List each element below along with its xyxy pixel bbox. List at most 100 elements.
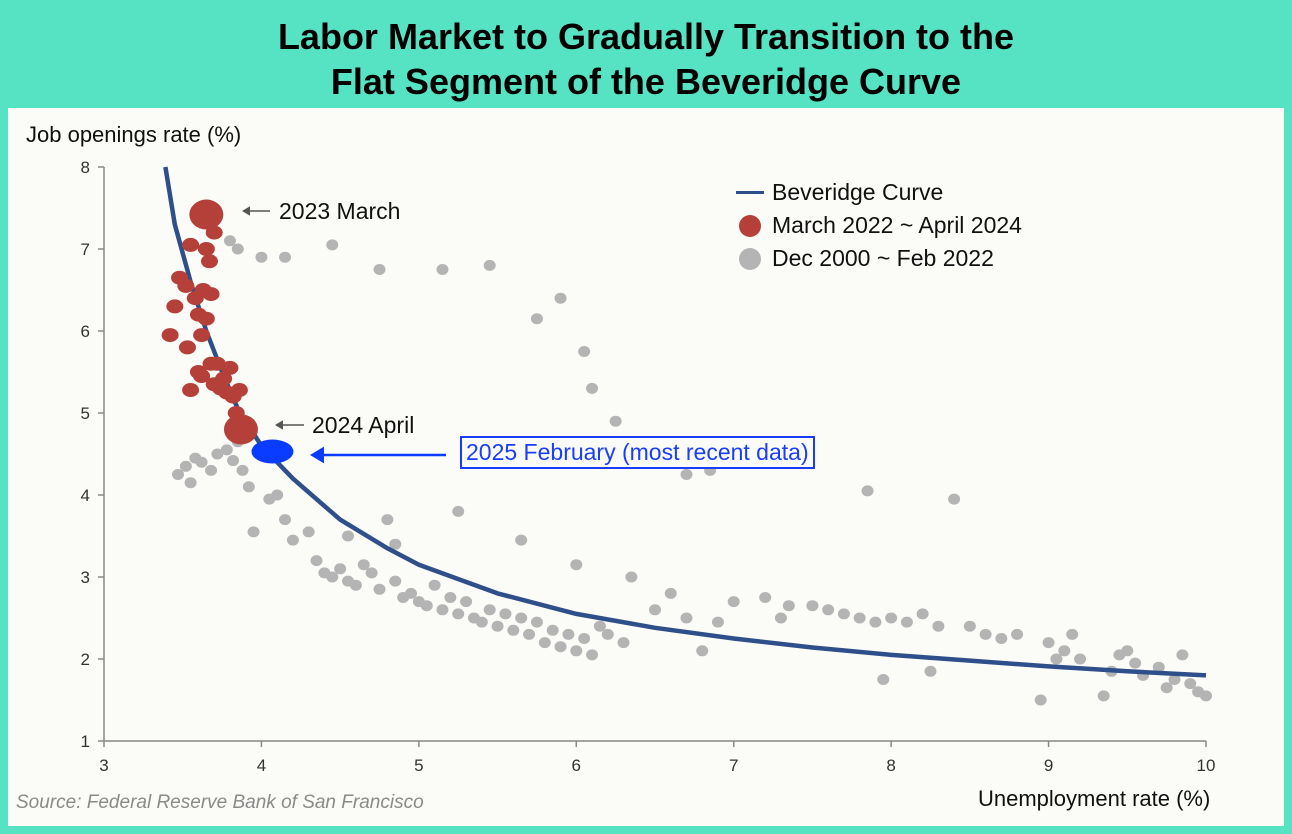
historical-point <box>444 592 457 603</box>
beveridge-curve-layer <box>163 166 1207 678</box>
historical-point <box>570 645 583 657</box>
historical-point <box>885 612 898 624</box>
historical-point <box>279 514 292 526</box>
legend-label-recent: March 2022 ~ April 2024 <box>772 212 1022 238</box>
historical-point <box>515 612 528 624</box>
title-line-2: Flat Segment of the Beveridge Curve <box>330 61 962 102</box>
historical-point <box>171 469 184 480</box>
historical-point <box>578 346 591 357</box>
x-tick-label: 6 <box>572 756 581 775</box>
recent-point <box>166 299 184 314</box>
historical-point <box>365 567 378 579</box>
historical-point <box>924 665 937 677</box>
recent-point <box>202 356 220 371</box>
historical-point <box>483 604 496 616</box>
historical-point <box>822 604 835 616</box>
annotation-2023-march: 2023 March <box>279 198 401 224</box>
historical-point <box>242 481 255 493</box>
historical-point <box>404 587 417 599</box>
historical-point <box>963 620 976 632</box>
recent-point <box>197 242 215 256</box>
historical-point <box>1176 649 1189 661</box>
historical-point <box>861 485 874 497</box>
historical-point <box>523 628 536 640</box>
historical-point <box>578 633 591 644</box>
historical-point <box>515 534 528 546</box>
historical-point <box>1074 653 1087 665</box>
point-2023-march <box>189 199 224 230</box>
historical-point <box>562 628 575 640</box>
historical-points <box>171 235 1212 706</box>
recent-point <box>197 311 215 326</box>
historical-point <box>247 526 260 538</box>
historical-point <box>586 382 599 394</box>
historical-point <box>1121 645 1134 657</box>
historical-point <box>538 637 551 649</box>
arrow-2023-march-head <box>242 206 250 216</box>
historical-point <box>1129 657 1142 669</box>
historical-point <box>286 534 299 546</box>
arrow-2025-february <box>310 446 446 464</box>
historical-point <box>179 460 192 472</box>
historical-point <box>357 559 370 571</box>
recent-points <box>161 225 248 420</box>
historical-point <box>220 444 233 456</box>
historical-point <box>774 612 787 624</box>
y-tick-label: 1 <box>81 732 90 751</box>
historical-point <box>546 624 559 636</box>
historical-point <box>1184 678 1197 690</box>
historical-point <box>1034 694 1047 706</box>
historical-point <box>1200 690 1212 702</box>
recent-point <box>221 360 239 375</box>
x-tick-label: 4 <box>257 756 266 775</box>
historical-point <box>436 604 449 616</box>
historical-point <box>530 616 543 628</box>
recent-point <box>202 287 220 302</box>
y-tick-label: 4 <box>81 486 90 505</box>
historical-point <box>420 600 433 612</box>
historical-point <box>900 616 913 628</box>
historical-point <box>381 514 394 526</box>
historical-point <box>1011 628 1024 640</box>
historical-point <box>483 259 496 271</box>
historical-point <box>452 608 465 620</box>
y-tick-label: 5 <box>81 404 90 423</box>
y-axis-label: Job openings rate (%) <box>26 122 242 147</box>
historical-point <box>389 538 402 550</box>
historical-point <box>853 612 866 624</box>
historical-point <box>436 264 449 275</box>
historical-point <box>334 563 347 575</box>
recent-point <box>182 237 200 252</box>
historical-point <box>554 292 567 304</box>
historical-point <box>1042 637 1055 649</box>
historical-point <box>1097 690 1110 702</box>
legend-label-curve: Beveridge Curve <box>772 179 944 205</box>
recent-point <box>182 383 200 398</box>
historical-point <box>389 575 402 587</box>
legend-item-historical: Dec 2000 ~ Feb 2022 <box>736 242 1022 275</box>
legend-item-recent: March 2022 ~ April 2024 <box>736 209 1022 242</box>
historical-point <box>326 571 339 583</box>
historical-point <box>1066 628 1079 640</box>
legend-line-swatch <box>736 191 764 194</box>
historical-point <box>837 608 850 620</box>
legend-gray-dot <box>739 247 761 270</box>
historical-point <box>680 469 693 480</box>
legend-red-dot <box>739 214 761 237</box>
recent-point <box>200 254 218 269</box>
x-tick-label: 10 <box>1197 756 1216 775</box>
historical-point <box>452 505 465 517</box>
historical-point <box>231 243 244 255</box>
historical-point <box>664 587 677 599</box>
historical-point <box>302 526 315 538</box>
title-line-1: Labor Market to Gradually Transition to … <box>277 16 1015 57</box>
arrow-2024-april-head <box>275 420 283 430</box>
x-axis-label: Unemployment rate (%) <box>978 786 1211 811</box>
recent-point <box>177 278 195 293</box>
historical-point <box>609 415 622 427</box>
historical-point <box>948 493 961 505</box>
arrow-2024-april <box>275 420 304 430</box>
annotation-2024-april: 2024 April <box>312 412 415 438</box>
historical-point <box>310 555 323 567</box>
historical-point <box>326 239 339 251</box>
